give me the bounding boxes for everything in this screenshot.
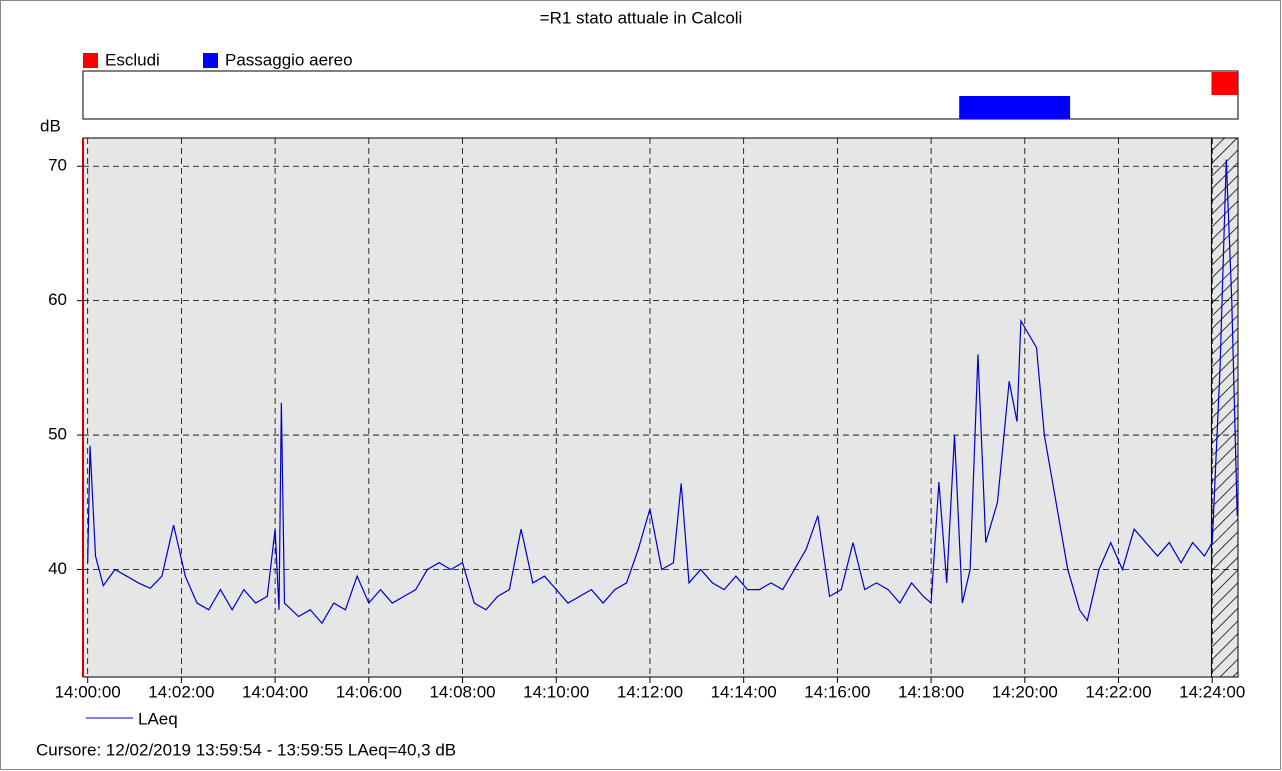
legend-label: LAeq	[138, 709, 178, 728]
x-tick-label: 14:10:00	[523, 682, 589, 701]
y-tick-label: 40	[48, 559, 67, 578]
data-line	[87, 159, 1238, 625]
event-bar	[959, 96, 1071, 119]
x-tick-label: 14:08:00	[429, 682, 495, 701]
x-tick-label: 14:14:00	[711, 682, 777, 701]
y-axis-label: dB	[40, 116, 61, 135]
x-tick-label: 14:02:00	[148, 682, 214, 701]
chart-title: =R1 stato attuale in Calcoli	[540, 8, 743, 27]
plot-area	[82, 137, 1239, 678]
y-tick-label: 50	[48, 425, 67, 444]
legend-swatch	[83, 53, 98, 68]
x-tick-label: 14:22:00	[1085, 682, 1151, 701]
cursor-text: Cursore: 12/02/2019 13:59:54 - 13:59:55 …	[36, 740, 456, 759]
x-tick-label: 14:06:00	[336, 682, 402, 701]
legend-label: Passaggio aereo	[225, 50, 353, 69]
x-tick-label: 14:00:00	[55, 682, 121, 701]
y-tick-label: 60	[48, 290, 67, 309]
x-tick-label: 14:12:00	[617, 682, 683, 701]
x-tick-label: 14:16:00	[804, 682, 870, 701]
legend-label: Escludi	[105, 50, 160, 69]
x-tick-label: 14:04:00	[242, 682, 308, 701]
y-tick-label: 70	[48, 156, 67, 175]
legend-swatch	[203, 53, 218, 68]
x-tick-label: 14:20:00	[992, 682, 1058, 701]
x-tick-label: 14:18:00	[898, 682, 964, 701]
x-tick-label: 14:24:00	[1179, 682, 1245, 701]
event-bar	[1211, 72, 1238, 95]
